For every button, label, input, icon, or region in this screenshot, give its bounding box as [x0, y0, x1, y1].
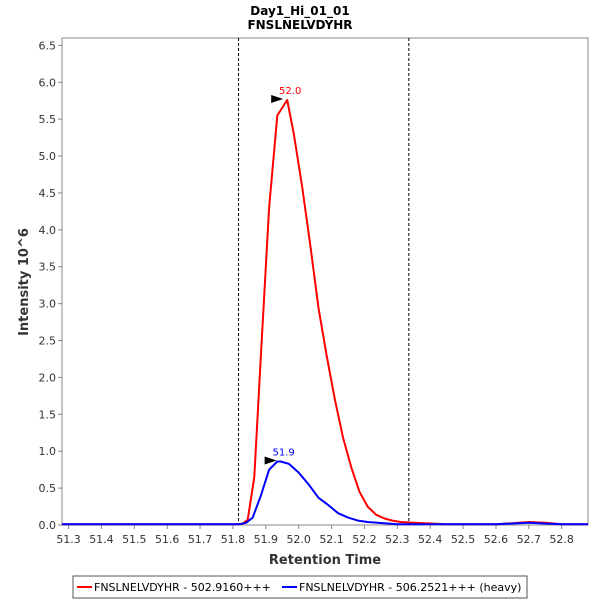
- peak-label: 51.9: [272, 448, 294, 459]
- legend-label-light: FNSLNELVDYHR - 502.9160+++: [94, 581, 271, 594]
- peak-marker: [271, 94, 284, 103]
- legend: FNSLNELVDYHR - 502.9160+++ FNSLNELVDYHR …: [72, 575, 528, 599]
- y-tick-label: 1.5: [39, 408, 57, 421]
- y-tick-label: 5.5: [39, 113, 57, 126]
- y-axis-label: Intensity 10^6: [17, 228, 32, 336]
- y-tick-label: 4.5: [39, 187, 57, 200]
- x-tick-label: 51.4: [89, 533, 114, 546]
- x-tick-label: 52.1: [319, 533, 344, 546]
- x-tick-label: 52.2: [352, 533, 377, 546]
- peak-label: 52.0: [279, 86, 301, 97]
- x-tick-label: 51.8: [221, 533, 246, 546]
- y-tick-label: 1.0: [39, 445, 57, 458]
- y-axis: 0.0 0.5 1.0 1.5 2.0 2.5 3.0 3.5 4.0 4.5 5.0 5.5 6.0 6…: [39, 39, 62, 532]
- y-tick-label: 0.0: [39, 519, 57, 532]
- x-tick-label: 51.7: [188, 533, 213, 546]
- chart-subtitle: FNSLNELVDYHR: [247, 18, 352, 32]
- legend-label-heavy: FNSLNELVDYHR - 506.2521+++ (heavy): [299, 581, 521, 594]
- peak-boundaries: [238, 38, 410, 525]
- peak-marker: [264, 456, 277, 465]
- y-tick-label: 0.5: [39, 482, 57, 495]
- x-tick-label: 52.7: [517, 533, 542, 546]
- y-tick-label: 6.5: [39, 39, 57, 52]
- series-line-heavy: [62, 460, 588, 526]
- x-axis: 51.3 51.4 51.5 51.6 51.7 51.8 51.9 52.0 52.1 52.2…: [56, 525, 574, 546]
- y-tick-label: 5.0: [39, 150, 57, 163]
- x-axis-label: Retention Time: [269, 553, 381, 568]
- x-tick-label: 52.5: [451, 533, 476, 546]
- peak-annotations: 52.0 51.9: [264, 86, 301, 465]
- chart-title: Day1_Hi_01_01: [250, 4, 349, 19]
- y-tick-label: 3.0: [39, 298, 57, 311]
- x-tick-label: 52.4: [418, 533, 443, 546]
- legend-box: [72, 575, 528, 599]
- x-tick-label: 51.9: [254, 533, 279, 546]
- y-tick-label: 2.0: [39, 371, 57, 384]
- series-group: [62, 99, 588, 526]
- x-tick-label: 51.6: [155, 533, 180, 546]
- plot-area: [61, 37, 589, 526]
- y-tick-label: 3.5: [39, 261, 57, 274]
- x-tick-label: 52.0: [286, 533, 311, 546]
- x-tick-label: 52.8: [549, 533, 574, 546]
- y-tick-label: 6.0: [39, 76, 57, 89]
- x-tick-label: 52.6: [484, 533, 509, 546]
- y-tick-label: 4.0: [39, 224, 57, 237]
- x-tick-label: 51.3: [56, 533, 81, 546]
- x-tick-label: 52.3: [385, 533, 410, 546]
- x-tick-label: 51.5: [122, 533, 147, 546]
- y-tick-label: 2.5: [39, 335, 57, 348]
